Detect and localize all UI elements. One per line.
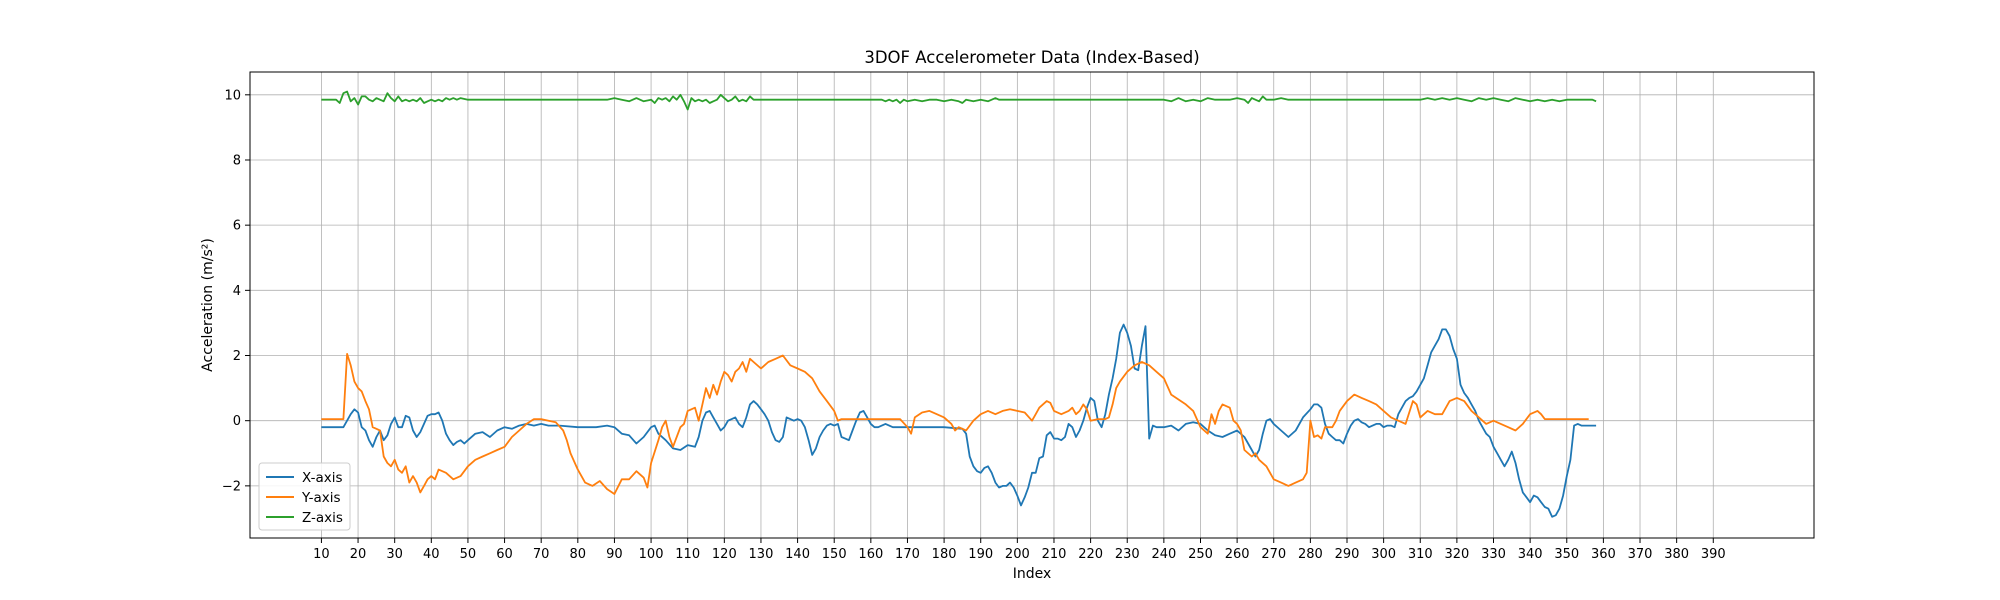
y-tick-label: 2 bbox=[233, 349, 241, 364]
legend-label: X-axis bbox=[302, 470, 343, 486]
series-lines bbox=[321, 90, 1597, 518]
x-tick-label: 60 bbox=[496, 547, 513, 562]
x-tick-label: 270 bbox=[1261, 547, 1286, 562]
y-tick-label: 8 bbox=[233, 153, 241, 168]
x-tick-label: 50 bbox=[460, 547, 477, 562]
x-tick-label: 290 bbox=[1335, 547, 1360, 562]
x-tick-label: 310 bbox=[1408, 547, 1433, 562]
x-tick-label: 360 bbox=[1591, 547, 1616, 562]
x-tick-label: 100 bbox=[639, 547, 664, 562]
legend-box bbox=[258, 462, 351, 531]
legend-label: Z-axis bbox=[302, 510, 343, 526]
x-tick-label: 80 bbox=[570, 547, 587, 562]
x-tick-label: 330 bbox=[1481, 547, 1506, 562]
x-tick-label: 140 bbox=[785, 547, 810, 562]
x-tick-label: 390 bbox=[1701, 547, 1726, 562]
x-tick-label: 120 bbox=[712, 547, 737, 562]
legend: X-axis Y-axis Z-axis bbox=[258, 462, 351, 531]
x-tick-label: 370 bbox=[1628, 547, 1653, 562]
x-tick-label: 10 bbox=[313, 547, 330, 562]
grid-lines bbox=[250, 72, 1814, 538]
series-line-y-axis bbox=[321, 352, 1589, 495]
x-tick-label: 160 bbox=[858, 547, 883, 562]
x-tick-label: 180 bbox=[932, 547, 957, 562]
x-axis-label: Index bbox=[1013, 566, 1052, 582]
y-tick-label: 6 bbox=[233, 219, 241, 234]
x-tick-label: 130 bbox=[749, 547, 774, 562]
y-axis-ticks: −2 0 2 4 6 8 10 bbox=[222, 88, 250, 494]
x-tick-label: 260 bbox=[1225, 547, 1250, 562]
x-tick-label: 20 bbox=[350, 547, 367, 562]
chart-title: 3DOF Accelerometer Data (Index-Based) bbox=[864, 48, 1199, 67]
x-tick-label: 210 bbox=[1042, 547, 1067, 562]
y-axis-label: Acceleration (m/s²) bbox=[200, 238, 216, 372]
x-tick-label: 300 bbox=[1371, 547, 1396, 562]
x-tick-label: 190 bbox=[968, 547, 993, 562]
x-tick-label: 240 bbox=[1151, 547, 1176, 562]
x-axis-ticks: 10 20 30 40 50 60 70 80 90 100 110 120 130 140 150 160 1… bbox=[313, 538, 1726, 562]
x-tick-label: 110 bbox=[675, 547, 700, 562]
legend-label: Y-axis bbox=[301, 490, 341, 506]
x-tick-label: 40 bbox=[423, 547, 440, 562]
y-tick-label: 4 bbox=[233, 284, 241, 299]
x-tick-label: 90 bbox=[606, 547, 623, 562]
y-tick-label: −2 bbox=[222, 479, 241, 494]
x-tick-label: 350 bbox=[1554, 547, 1579, 562]
series-line-x-axis bbox=[321, 323, 1597, 518]
y-tick-label: 0 bbox=[233, 414, 241, 429]
x-tick-label: 250 bbox=[1188, 547, 1213, 562]
y-tick-label: 10 bbox=[224, 88, 241, 103]
x-tick-label: 150 bbox=[822, 547, 847, 562]
x-tick-label: 280 bbox=[1298, 547, 1323, 562]
x-tick-label: 340 bbox=[1518, 547, 1543, 562]
x-tick-label: 220 bbox=[1078, 547, 1103, 562]
x-tick-label: 200 bbox=[1005, 547, 1030, 562]
x-tick-label: 30 bbox=[386, 547, 403, 562]
x-tick-label: 170 bbox=[895, 547, 920, 562]
x-tick-label: 230 bbox=[1115, 547, 1140, 562]
series-line-z-axis bbox=[321, 90, 1597, 111]
x-tick-label: 70 bbox=[533, 547, 550, 562]
x-tick-label: 320 bbox=[1444, 547, 1469, 562]
plot-area-frame bbox=[249, 71, 1815, 539]
x-tick-label: 380 bbox=[1664, 547, 1689, 562]
